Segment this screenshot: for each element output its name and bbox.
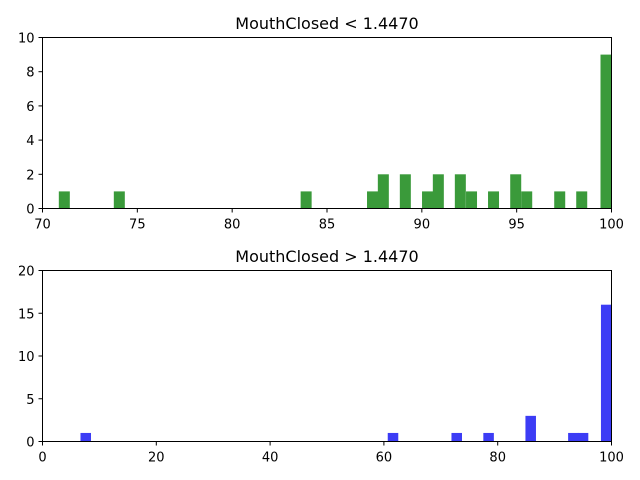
chart-title: MouthClosed < 1.4470 bbox=[235, 14, 418, 33]
histogram-mouthclosed-above: MouthClosed > 1.4470 0 20 40 60 80 100 0 5 10 15… bbox=[18, 247, 624, 466]
histogram-bar-7 bbox=[432, 174, 444, 209]
histogram-bar-9 bbox=[466, 191, 478, 209]
plot-frame bbox=[42, 37, 612, 209]
x-tick-label: 20 bbox=[148, 451, 165, 466]
y-tick-label: 10 bbox=[18, 350, 35, 365]
histogram-bar-8 bbox=[454, 174, 466, 209]
chart-title: MouthClosed > 1.4470 bbox=[235, 247, 418, 266]
x-axis-ticks: 0 20 40 60 80 100 bbox=[38, 441, 624, 466]
x-tick-label: 70 bbox=[34, 218, 51, 233]
y-tick-label: 2 bbox=[26, 168, 34, 183]
bars bbox=[58, 54, 612, 209]
x-tick-label: 40 bbox=[262, 451, 279, 466]
x-tick-label: 75 bbox=[129, 218, 146, 233]
x-tick-label: 90 bbox=[414, 218, 431, 233]
histogram-bar-6 bbox=[422, 191, 434, 209]
histogram-bar-0 bbox=[80, 432, 92, 442]
histogram-bar-13 bbox=[554, 191, 566, 209]
y-tick-label: 4 bbox=[26, 134, 34, 149]
histogram-bar-5 bbox=[399, 174, 411, 209]
histogram-bar-7 bbox=[600, 304, 612, 442]
histogram-bar-3 bbox=[367, 191, 379, 209]
histogram-bar-6 bbox=[577, 432, 589, 442]
y-tick-label: 20 bbox=[18, 265, 35, 280]
histogram-bar-1 bbox=[113, 191, 125, 209]
histogram-bar-4 bbox=[377, 174, 389, 209]
histogram-bar-11 bbox=[510, 174, 522, 209]
x-tick-label: 60 bbox=[376, 451, 393, 466]
x-tick-label: 0 bbox=[38, 451, 46, 466]
y-axis-ticks: 0 5 10 15 20 bbox=[18, 265, 43, 451]
histogram-bar-14 bbox=[576, 191, 588, 209]
histogram-bar-5 bbox=[568, 432, 579, 442]
x-tick-label: 85 bbox=[319, 218, 336, 233]
histogram-bar-1 bbox=[387, 432, 399, 442]
histogram-bar-0 bbox=[58, 191, 70, 209]
y-tick-label: 0 bbox=[26, 203, 34, 218]
histogram-bar-2 bbox=[451, 432, 462, 442]
histogram-bar-2 bbox=[300, 191, 312, 209]
histogram-bar-4 bbox=[525, 415, 536, 442]
y-axis-ticks: 0 2 4 6 8 10 bbox=[18, 32, 43, 218]
y-tick-label: 8 bbox=[26, 66, 34, 81]
histogram-bar-10 bbox=[488, 191, 500, 209]
histogram-mouthclosed-below: MouthClosed < 1.4470 70 75 80 85 90 95 100 0 2 4… bbox=[18, 14, 624, 233]
y-tick-label: 5 bbox=[26, 393, 34, 408]
y-tick-label: 15 bbox=[18, 307, 35, 322]
x-tick-label: 80 bbox=[489, 451, 506, 466]
x-tick-label: 95 bbox=[508, 218, 525, 233]
y-tick-label: 0 bbox=[26, 436, 34, 451]
x-tick-label: 100 bbox=[599, 451, 624, 466]
histogram-bar-15 bbox=[600, 54, 612, 209]
histogram-bar-12 bbox=[521, 191, 533, 209]
bars bbox=[80, 304, 612, 442]
x-axis-ticks: 70 75 80 85 90 95 100 bbox=[34, 208, 624, 233]
x-tick-label: 100 bbox=[599, 218, 624, 233]
x-tick-label: 80 bbox=[224, 218, 241, 233]
histogram-bar-3 bbox=[483, 432, 494, 442]
y-tick-label: 6 bbox=[26, 100, 34, 115]
y-tick-label: 10 bbox=[18, 32, 35, 47]
